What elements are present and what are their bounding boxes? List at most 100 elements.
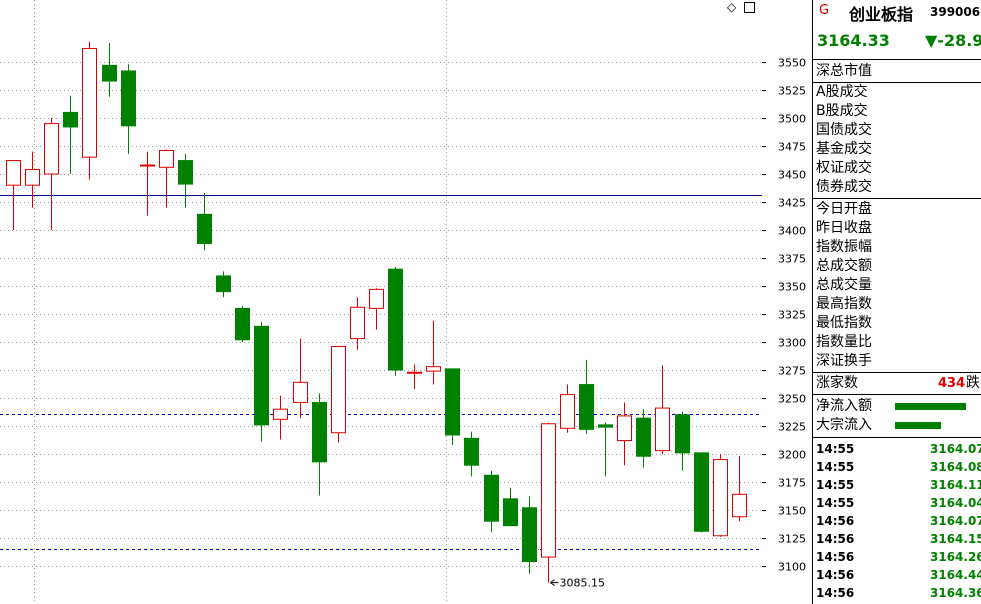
candle-body [350, 306, 365, 340]
y-tick-label: 3200 [778, 449, 806, 462]
tick-value: 3164.26 [930, 550, 981, 564]
candle-body [121, 70, 136, 127]
stat-label: 最高指数 [816, 296, 872, 312]
candle [579, 359, 594, 434]
index-name: 创业板指 [849, 5, 914, 24]
candle [388, 266, 403, 376]
tick-time: 14:56 [816, 586, 855, 600]
candle-body [254, 325, 269, 426]
candle [82, 41, 97, 180]
trade-row: 权证成交 [813, 159, 981, 178]
trade-row: A股成交 [813, 83, 981, 102]
candle-body [293, 381, 308, 403]
tick-row: 14:55 3164.04 [813, 494, 981, 513]
tick-time: 14:56 [816, 532, 855, 546]
tick-row: 14:56 3164.15 [813, 530, 981, 549]
index-code: 399006 [930, 5, 981, 19]
candle-body [178, 160, 193, 185]
candle-body [331, 345, 346, 434]
candle-body [445, 368, 460, 436]
stat-row: 指数振幅 [813, 238, 981, 257]
candle [121, 64, 136, 154]
separator [813, 437, 981, 438]
candle-body [197, 213, 212, 244]
candle [331, 345, 346, 443]
candle-body [388, 268, 403, 371]
group-marker: G [819, 3, 830, 18]
candle-body [6, 160, 21, 186]
y-tick-label: 3500 [778, 113, 806, 126]
y-tick-label: 3525 [778, 85, 806, 98]
tick-row: 14:55 3164.11 [813, 476, 981, 495]
candlestick-chart[interactable]: 3100 3125 3150 3175 3200 3225 3250 3275 3300 3325… [0, 0, 812, 604]
stat-label: 总成交额 [816, 258, 872, 274]
candle [293, 338, 308, 419]
candle [445, 368, 460, 446]
candle [6, 160, 21, 230]
y-tick-label: 3425 [778, 197, 806, 210]
price-change: ▼-28.9 [925, 31, 981, 50]
diamond-icon[interactable]: ◇ [727, 0, 737, 14]
quote-panel: G 创业板指 399006 3164.33 ▼-28.9 深总市值 A股成交 B… [812, 0, 981, 604]
tick-value: 3164.36 [930, 586, 981, 600]
candle-body [484, 474, 499, 522]
candle-body [598, 424, 613, 428]
candle-body [273, 408, 288, 420]
candle [407, 364, 422, 390]
y-tick-label: 3225 [778, 421, 806, 434]
candle-body [675, 414, 690, 454]
market-value-label: 深总市值 [816, 63, 872, 79]
separator [813, 198, 981, 199]
tick-value: 3164.07 [930, 442, 981, 456]
candle [655, 365, 670, 454]
candle [312, 393, 327, 496]
stat-row: 今日开盘 [813, 200, 981, 219]
candle [159, 149, 174, 208]
chart-canvas[interactable]: 3100 3125 3150 3175 3200 3225 3250 3275 3300 3325… [0, 0, 812, 604]
stat-label: 昨日收盘 [816, 220, 872, 236]
stat-row: 指数量比 [813, 333, 981, 352]
candle [350, 297, 365, 350]
candle [44, 118, 59, 230]
candle-body [44, 123, 59, 175]
candle [713, 454, 728, 537]
trade-row: 债券成交 [813, 178, 981, 197]
candle-body [235, 307, 250, 341]
fall-count-label: 跌 [966, 375, 980, 391]
candle [617, 402, 632, 466]
candle-body [140, 164, 155, 167]
candle-body [63, 111, 78, 128]
candle [369, 288, 384, 330]
tick-row: 14:56 3164.26 [813, 548, 981, 567]
tick-row: 14:55 3164.08 [813, 458, 981, 477]
candle-body [694, 452, 709, 532]
candle-body [159, 149, 174, 168]
tick-value: 3164.11 [930, 478, 981, 492]
y-tick-label: 3325 [778, 309, 806, 322]
y-tick-label: 3250 [778, 393, 806, 406]
candle [235, 306, 250, 342]
candle [541, 422, 556, 583]
stat-row: 总成交额 [813, 257, 981, 276]
candle [216, 271, 231, 298]
stat-label: 指数振幅 [816, 239, 872, 255]
stat-label: 最低指数 [816, 315, 872, 331]
trade-row: 基金成交 [813, 140, 981, 159]
stat-row: 总成交量 [813, 276, 981, 295]
candle [102, 42, 117, 97]
tick-row: 14:56 3164.36 [813, 584, 981, 603]
low-marker-arrowhead [550, 579, 555, 587]
candle [522, 496, 537, 574]
restore-box-icon[interactable] [744, 2, 755, 13]
candle [675, 411, 690, 471]
candle [197, 193, 212, 251]
candle [560, 384, 575, 433]
candle [254, 321, 269, 442]
candle-body [312, 401, 327, 463]
candle-body [407, 371, 422, 374]
y-tick-label: 3175 [778, 477, 806, 490]
up-count-row: 涨家数 434 跌 [813, 374, 981, 393]
stat-row: 最低指数 [813, 314, 981, 333]
tick-time: 14:55 [816, 478, 855, 492]
separator [813, 372, 981, 373]
